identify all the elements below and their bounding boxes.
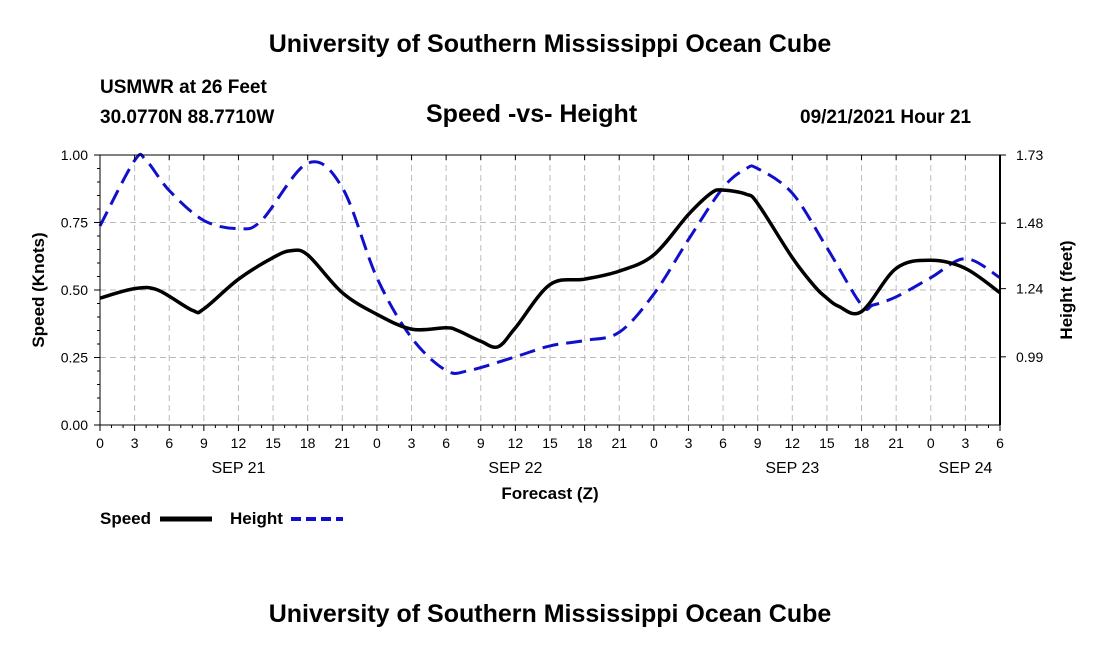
x-tick-label: 9 (477, 435, 485, 451)
chart-subtitle: Speed -vs- Height (426, 100, 638, 128)
x-tick-label: 15 (819, 435, 835, 451)
legend-height-label: Height (230, 509, 283, 528)
x-tick-label: 15 (265, 435, 281, 451)
legend-speed-label: Speed (100, 509, 152, 528)
x-tick-label: 3 (131, 435, 139, 451)
x-tick-label: 0 (927, 435, 935, 451)
station-label: USMWR at 26 Feet (100, 77, 267, 98)
x-tick-label: 6 (442, 435, 450, 451)
speed-series (99, 188, 1002, 349)
x-tick-label: 18 (300, 435, 316, 451)
chart-title-top: University of Southern Mississippi Ocean… (268, 30, 832, 58)
x-tick-label: 0 (650, 435, 658, 451)
y-axis-title: Speed (Knots) (29, 232, 48, 347)
date-label: SEP 23 (765, 460, 819, 477)
y-tick-label: 0.25 (61, 350, 88, 366)
chart-title-bottom: University of Southern Mississippi Ocean… (268, 600, 832, 628)
station-coords: 30.0770N 88.7710W (100, 107, 275, 128)
y2-tick-label: 1.24 (1016, 281, 1043, 297)
x-tick-label: 0 (373, 435, 381, 451)
x-tick-label: 3 (961, 435, 969, 451)
x-tick-label: 3 (408, 435, 416, 451)
speed-line (99, 188, 1002, 349)
x-tick-label: 12 (231, 435, 247, 451)
x-tick-label: 6 (165, 435, 173, 451)
y2-tick-label: 1.48 (1016, 215, 1043, 231)
x-tick-label: 12 (508, 435, 524, 451)
x-tick-label: 21 (335, 435, 351, 451)
y-tick-label: 0.00 (61, 417, 88, 433)
x-tick-label: 6 (996, 435, 1004, 451)
date-label: SEP 24 (938, 460, 992, 477)
x-tick-label: 15 (542, 435, 558, 451)
y2-axis-title: Height (feet) (1057, 240, 1076, 339)
y2-tick-label: 0.99 (1016, 349, 1043, 365)
y-tick-label: 1.00 (61, 147, 88, 163)
axis-labels: 0 3 6 9 12 15 18 21 0 3 6 9 12 15 18 21 0 3 6 9 12 15 18 21 0 3 6 0… (29, 147, 1076, 503)
x-tick-label: 3 (685, 435, 693, 451)
date-label: SEP 21 (211, 460, 265, 477)
x-tick-label: 9 (754, 435, 762, 451)
y2-tick-label: 1.73 (1016, 147, 1043, 163)
x-tick-label: 18 (577, 435, 593, 451)
x-tick-label: 21 (611, 435, 627, 451)
legend-height-swatch (291, 517, 343, 521)
x-tick-label: 6 (719, 435, 727, 451)
axes (94, 154, 1006, 431)
grid (100, 155, 1000, 425)
y-tick-label: 0.75 (61, 215, 88, 231)
date-label: SEP 22 (488, 460, 542, 477)
x-tick-label: 18 (854, 435, 870, 451)
x-tick-label: 0 (96, 435, 104, 451)
forecast-datetime: 09/21/2021 Hour 21 (800, 107, 972, 128)
y-tick-label: 0.50 (61, 282, 88, 298)
x-axis-title: Forecast (Z) (501, 484, 598, 503)
x-tick-label: 9 (200, 435, 208, 451)
x-tick-label: 21 (888, 435, 904, 451)
x-tick-label: 12 (785, 435, 801, 451)
legend-speed-swatch (160, 516, 212, 522)
